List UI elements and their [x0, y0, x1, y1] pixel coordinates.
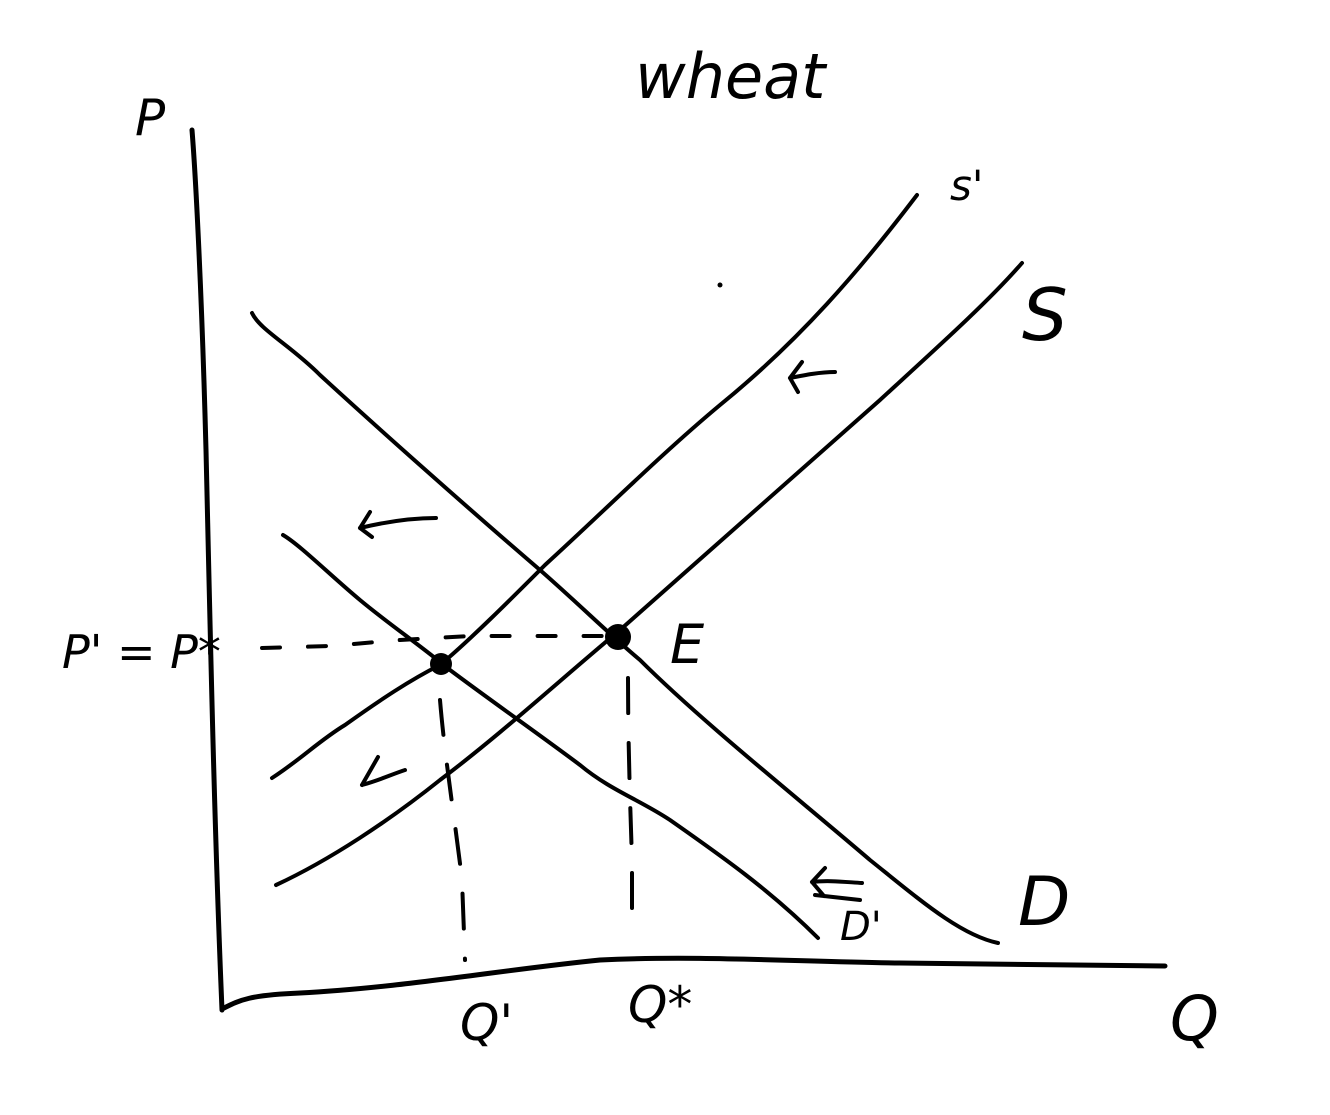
- supply-shift-arrow-lower: [360, 755, 407, 787]
- new-quantity-label: Q': [460, 994, 513, 1052]
- y-axis-label: P: [135, 89, 166, 147]
- equilibrium-point-E: [605, 624, 631, 650]
- price-label: P' = P*: [62, 625, 221, 679]
- supply-shifted-label: s': [950, 161, 983, 210]
- demand-shifted-label: D': [840, 904, 882, 950]
- stray-dot: [717, 282, 723, 288]
- original-quantity-label: Q*: [628, 976, 692, 1034]
- price-dashed-line: [260, 634, 607, 650]
- y-axis: [189, 127, 225, 1013]
- supply-curve-shifted: [270, 193, 919, 780]
- supply-curve-original: [274, 261, 1024, 887]
- supply-shift-arrow-upper: [788, 360, 837, 394]
- supply-curve-label: S: [1022, 273, 1068, 357]
- new-quantity-dashed-line: [438, 698, 467, 962]
- demand-curve-shifted: [281, 533, 820, 940]
- demand-curve-label: D: [1018, 863, 1070, 942]
- equilibrium-label: E: [670, 613, 705, 676]
- diagram-title: wheat: [635, 40, 828, 113]
- x-axis-label: Q: [1170, 982, 1219, 1055]
- x-axis: [221, 955, 1168, 1011]
- demand-shift-arrow-lower: [810, 866, 864, 902]
- demand-curve-original: [250, 311, 1000, 945]
- original-quantity-dashed-line: [626, 676, 634, 932]
- new-equilibrium-point: [430, 653, 452, 675]
- demand-shift-arrow-upper: [358, 510, 438, 539]
